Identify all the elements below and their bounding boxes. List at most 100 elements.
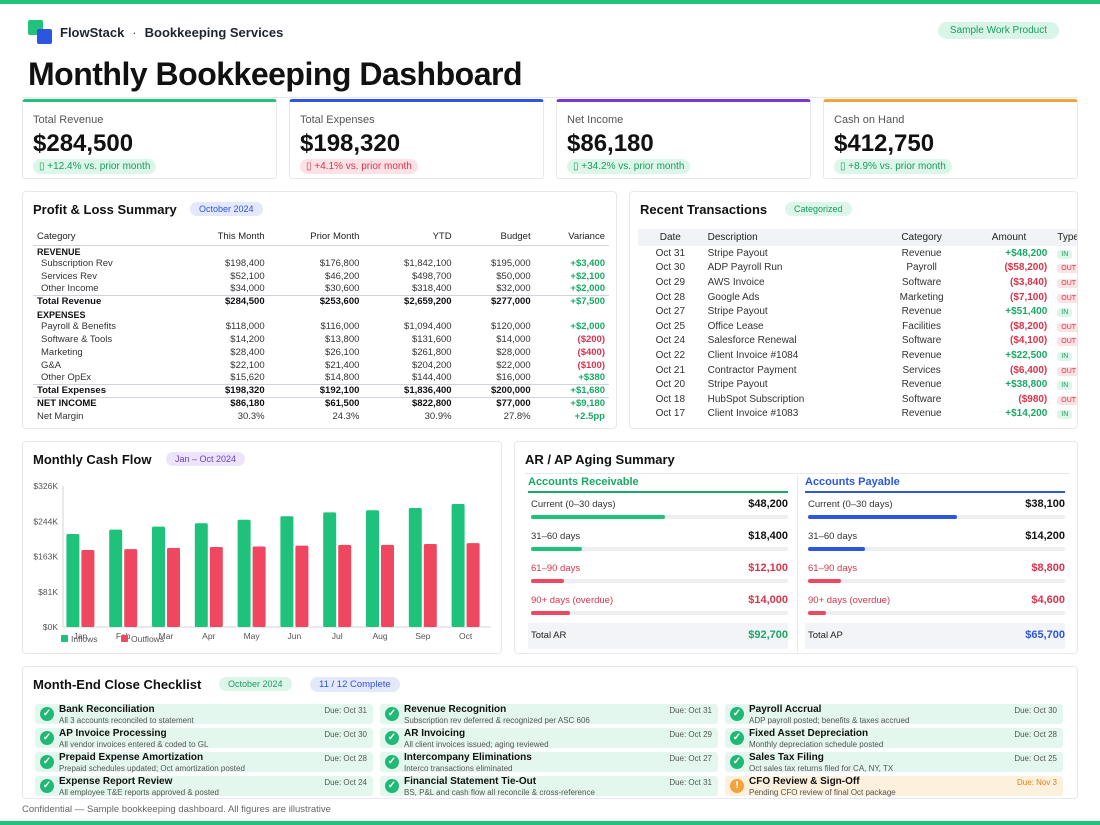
tx-cell: ADP Payroll Run bbox=[707, 262, 783, 274]
checklist-task-detail: BS, P&L and cash flow all reconcile & cr… bbox=[404, 788, 595, 797]
transaction-row[interactable]: Oct 21 Contractor Payment Services ($6,400)… bbox=[638, 363, 1077, 378]
aging-bar-track bbox=[531, 579, 788, 583]
pl-cell: Marketing bbox=[41, 346, 83, 358]
pl-cell: +$2,000 bbox=[570, 283, 605, 295]
transaction-row[interactable]: Oct 31 Stripe Payout Revenue +$48,200 IN bbox=[638, 246, 1077, 261]
tx-cell: ($58,200) bbox=[1004, 262, 1048, 274]
tx-cell: Oct 30 bbox=[655, 262, 686, 274]
checklist-item[interactable]: ✓ Fixed Asset Depreciation Monthly depreci… bbox=[725, 728, 1063, 749]
bar-inflows-apr bbox=[194, 523, 208, 627]
checklist-item[interactable]: ✓ AR Invoicing All client invoices issued;… bbox=[380, 728, 718, 749]
tx-cell: Oct 22 bbox=[655, 349, 686, 361]
checklist-item[interactable]: ✓ Sales Tax Filing Oct sales tax returns f… bbox=[725, 752, 1063, 773]
ar-aging-row: 90+ days (overdue) $14,000 bbox=[528, 589, 788, 621]
accounts-payable-column: Accounts Payable Current (0–30 days) $38,1… bbox=[805, 476, 1065, 649]
checklist-task-detail: Subscription rev deferred & recognized p… bbox=[404, 716, 590, 725]
pl-cell bbox=[363, 245, 455, 258]
aging-bar-track bbox=[808, 611, 1065, 615]
pl-cell: +$2,100 bbox=[570, 270, 605, 282]
kpi-label: Net Income bbox=[567, 114, 624, 126]
ap-title: Accounts Payable bbox=[805, 476, 1065, 493]
pl-cell: $2,659,200 bbox=[363, 295, 456, 309]
pl-cell: 24.3% bbox=[332, 410, 360, 422]
checklist-item[interactable]: ✓ Bank Reconciliation All 3 accounts recon… bbox=[35, 704, 373, 725]
pl-cell: $34,000 bbox=[230, 283, 265, 295]
tx-cell: +$48,200 bbox=[1005, 247, 1048, 259]
checklist-item[interactable]: ✓ Revenue Recognition Subscription rev def… bbox=[380, 704, 718, 725]
pl-cell: $14,000 bbox=[496, 334, 531, 346]
pl-cell: Subscription Rev bbox=[41, 258, 113, 270]
checklist-task-detail: ADP payroll posted; benefits & taxes acc… bbox=[749, 716, 910, 725]
kpi-value: $284,500 bbox=[33, 130, 134, 157]
type-tag: IN bbox=[1057, 351, 1073, 361]
pl-cell: $15,620 bbox=[230, 371, 265, 383]
kpi-value: $198,320 bbox=[300, 130, 401, 157]
checklist-task-title: Revenue Recognition bbox=[404, 704, 507, 715]
aging-bucket-amount: $8,800 bbox=[1031, 562, 1065, 574]
tx-cell: IN bbox=[1052, 348, 1077, 363]
transaction-row[interactable]: Oct 30 ADP Payroll Run Payroll ($58,200) OUT bbox=[638, 261, 1077, 276]
kpi-card-cash-on-hand: Cash on Hand $412,750 ▯ +8.9% vs. prior mo… bbox=[823, 99, 1078, 179]
checklist-item[interactable]: ✓ AP Invoice Processing All vendor invoice… bbox=[35, 728, 373, 749]
transaction-row[interactable]: Oct 18 HubSpot Subscription Software ($980)… bbox=[638, 392, 1077, 407]
bar-outflows-oct bbox=[466, 543, 480, 627]
kpi-change-badge: ▯ +34.2% vs. prior month bbox=[567, 159, 691, 174]
transaction-row[interactable]: Oct 29 AWS Invoice Software ($3,840) OUT bbox=[638, 275, 1077, 290]
checklist-item[interactable]: ✓ Payroll Accrual ADP payroll posted; bene… bbox=[725, 704, 1063, 725]
tx-cell: +$22,500 bbox=[1005, 349, 1048, 361]
checklist-period-badge: October 2024 bbox=[219, 677, 292, 691]
y-tick-label: $0K bbox=[43, 622, 58, 632]
x-tick-label: May bbox=[244, 631, 261, 641]
ar-total-row: Total AR $92,700 bbox=[528, 623, 788, 649]
pl-cell: $14,200 bbox=[230, 334, 265, 346]
pl-cell: ($100) bbox=[577, 359, 605, 371]
checklist-item[interactable]: ✓ Expense Report Review All employee T&E r… bbox=[35, 776, 373, 797]
checklist-item[interactable]: ✓ Intercompany Eliminations Interco transa… bbox=[380, 752, 718, 773]
pl-cell: $144,400 bbox=[411, 371, 452, 383]
accounts-receivable-column: Accounts Receivable Current (0–30 days) $4… bbox=[528, 476, 788, 649]
aging-total-amount: $65,700 bbox=[1025, 629, 1065, 641]
checklist-task-detail: All 3 accounts reconciled to statement bbox=[59, 716, 194, 725]
aging-bar-fill bbox=[531, 579, 565, 583]
pending-alert-icon: ! bbox=[730, 779, 744, 793]
transaction-row[interactable]: Oct 24 Salesforce Renewal Software ($4,100)… bbox=[638, 334, 1077, 349]
checklist-item[interactable]: ! CFO Review & Sign-Off Pending CFO review… bbox=[725, 776, 1063, 797]
transaction-row[interactable]: Oct 17 Client Invoice #1083 Revenue +$14,20… bbox=[638, 407, 1077, 422]
ap-total-row: Total AP $65,700 bbox=[805, 623, 1065, 649]
pl-cell bbox=[456, 245, 535, 258]
tx-cell: Payroll bbox=[906, 262, 937, 274]
pl-cell: $822,800 bbox=[363, 397, 456, 411]
ar-aging-row: Current (0–30 days) $48,200 bbox=[528, 493, 788, 525]
ar-title: Accounts Receivable bbox=[528, 476, 788, 493]
pl-cell: $198,400 bbox=[225, 258, 265, 270]
tx-cell: Software bbox=[901, 276, 942, 288]
transaction-row[interactable]: Oct 20 Stripe Payout Revenue +$38,800 IN bbox=[638, 377, 1077, 392]
type-tag: OUT bbox=[1057, 337, 1077, 347]
transaction-row[interactable]: Oct 28 Google Ads Marketing ($7,100) OUT bbox=[638, 290, 1077, 305]
checklist-item[interactable]: ✓ Prepaid Expense Amortization Prepaid sch… bbox=[35, 752, 373, 773]
transaction-row[interactable]: Oct 27 Stripe Payout Revenue +$51,400 IN bbox=[638, 304, 1077, 319]
checklist-item[interactable]: ✓ Financial Statement Tie-Out BS, P&L and … bbox=[380, 776, 718, 797]
tx-cell: +$14,200 bbox=[1005, 408, 1048, 420]
pl-title: Profit & Loss Summary bbox=[33, 202, 177, 217]
x-tick-label: Aug bbox=[372, 631, 387, 641]
tx-cell: Revenue bbox=[901, 408, 942, 420]
pl-table: Category This Month Prior Month YTD Budget Va… bbox=[33, 229, 609, 423]
pl-cell: Software & Tools bbox=[41, 334, 113, 346]
pl-cell: $1,836,400 bbox=[363, 384, 456, 398]
tx-header-amount: Amount bbox=[965, 229, 1053, 246]
pl-cell: 27.8% bbox=[503, 410, 531, 422]
pl-cell: $14,800 bbox=[325, 371, 360, 383]
aging-bar-fill bbox=[808, 515, 958, 519]
transaction-row[interactable]: Oct 22 Client Invoice #1084 Revenue +$22,50… bbox=[638, 348, 1077, 363]
pl-row: G&A $22,100 $21,400 $204,200 $22,000 ($100) bbox=[33, 359, 609, 372]
transaction-row[interactable]: Oct 25 Office Lease Facilities ($8,200) OUT bbox=[638, 319, 1077, 334]
pl-cell: +2.5pp bbox=[574, 410, 605, 422]
aging-title: AR / AP Aging Summary bbox=[525, 452, 675, 467]
checklist-task-title: Expense Report Review bbox=[59, 776, 173, 787]
tx-cell: Oct 24 bbox=[655, 335, 686, 347]
check-circle-icon: ✓ bbox=[40, 779, 54, 793]
pl-row: Other Income $34,000 $30,600 $318,400 $32,00… bbox=[33, 283, 609, 296]
tx-cell: ($7,100) bbox=[1010, 291, 1048, 303]
check-circle-icon: ✓ bbox=[385, 755, 399, 769]
